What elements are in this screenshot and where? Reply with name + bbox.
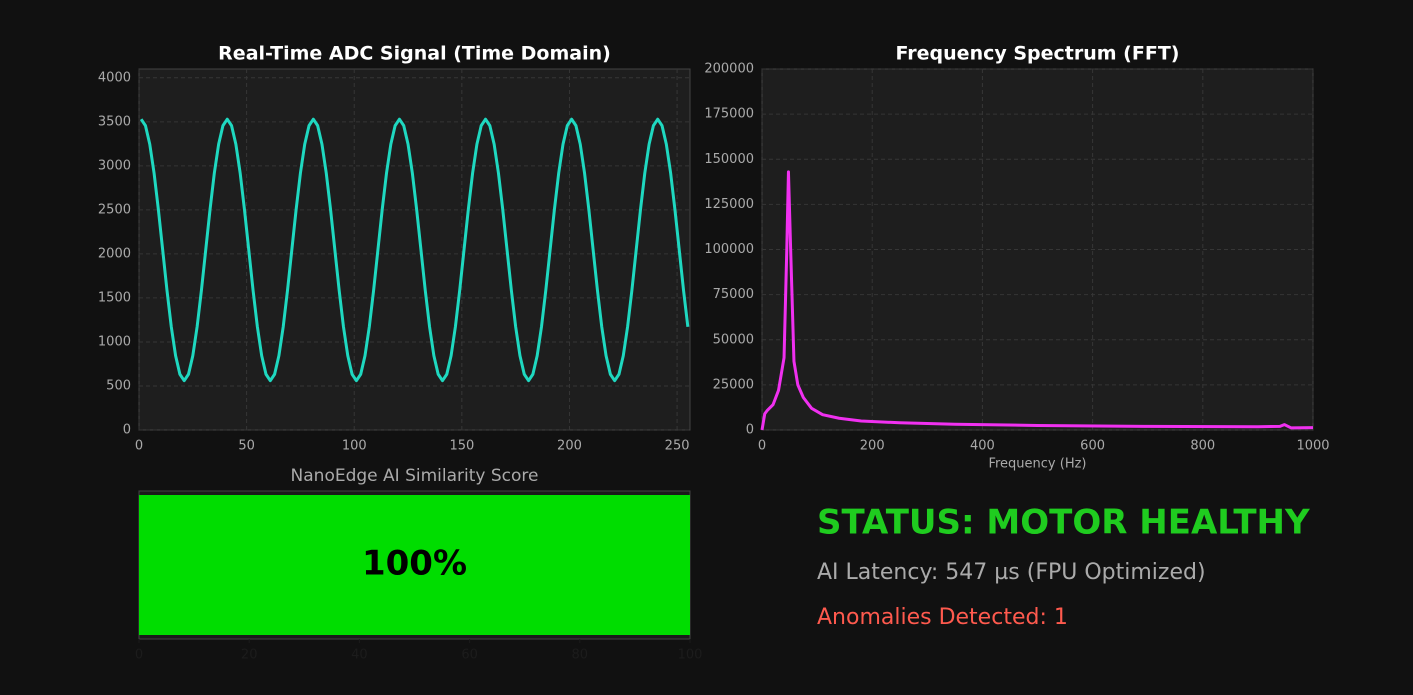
signal-line xyxy=(760,170,1314,431)
x-axis-label: Frequency (Hz) xyxy=(988,457,1086,472)
chart-title: NanoEdge AI Similarity Score xyxy=(291,466,539,486)
plot-area xyxy=(138,68,691,431)
x-tick-label: 20 xyxy=(241,648,258,663)
y-tick-label: 0 xyxy=(746,423,754,438)
y-tick-label: 500 xyxy=(106,378,131,393)
y-tick-label: 100000 xyxy=(704,242,754,257)
x-tick-label: 0 xyxy=(135,648,143,663)
x-tick-label: 100 xyxy=(342,439,367,454)
x-tick-label: 1000 xyxy=(1296,439,1329,454)
x-tick-label: 100 xyxy=(678,648,703,663)
x-tick-label: 150 xyxy=(449,439,474,454)
x-tick-label: 40 xyxy=(351,648,368,663)
score-bar xyxy=(139,495,690,635)
x-tick-label: 200 xyxy=(860,439,885,454)
x-tick-label: 200 xyxy=(557,439,582,454)
score-label: 100% xyxy=(362,544,467,584)
y-tick-label: 50000 xyxy=(713,332,754,347)
x-tick-label: 80 xyxy=(572,648,589,663)
x-tick-label: 50 xyxy=(238,439,255,454)
y-tick-label: 200000 xyxy=(704,62,754,77)
y-tick-label: 25000 xyxy=(713,377,754,392)
y-tick-label: 0 xyxy=(123,423,131,438)
x-tick-label: 60 xyxy=(461,648,478,663)
status-title: STATUS: MOTOR HEALTHY xyxy=(817,503,1310,543)
y-tick-label: 2000 xyxy=(98,246,131,261)
x-tick-label: 0 xyxy=(135,439,143,454)
x-tick-label: 0 xyxy=(758,439,766,454)
y-tick-label: 3000 xyxy=(98,158,131,173)
y-tick-label: 4000 xyxy=(98,70,131,85)
y-tick-label: 1000 xyxy=(98,334,131,349)
y-tick-label: 125000 xyxy=(704,197,754,212)
latency-text: AI Latency: 547 µs (FPU Optimized) xyxy=(817,560,1206,585)
signal-line xyxy=(139,117,690,383)
y-tick-label: 3500 xyxy=(98,114,131,129)
x-tick-label: 600 xyxy=(1080,439,1105,454)
x-tick-label: 800 xyxy=(1190,439,1215,454)
y-tick-label: 75000 xyxy=(713,287,754,302)
chart-title: Real-Time ADC Signal (Time Domain) xyxy=(218,43,611,65)
anomalies-text: Anomalies Detected: 1 xyxy=(817,605,1068,630)
y-tick-label: 150000 xyxy=(704,152,754,167)
x-tick-label: 400 xyxy=(970,439,995,454)
chart-title: Frequency Spectrum (FFT) xyxy=(896,43,1180,65)
x-tick-label: 250 xyxy=(665,439,690,454)
y-tick-label: 1500 xyxy=(98,290,131,305)
y-tick-label: 175000 xyxy=(704,107,754,122)
y-tick-label: 2500 xyxy=(98,202,131,217)
